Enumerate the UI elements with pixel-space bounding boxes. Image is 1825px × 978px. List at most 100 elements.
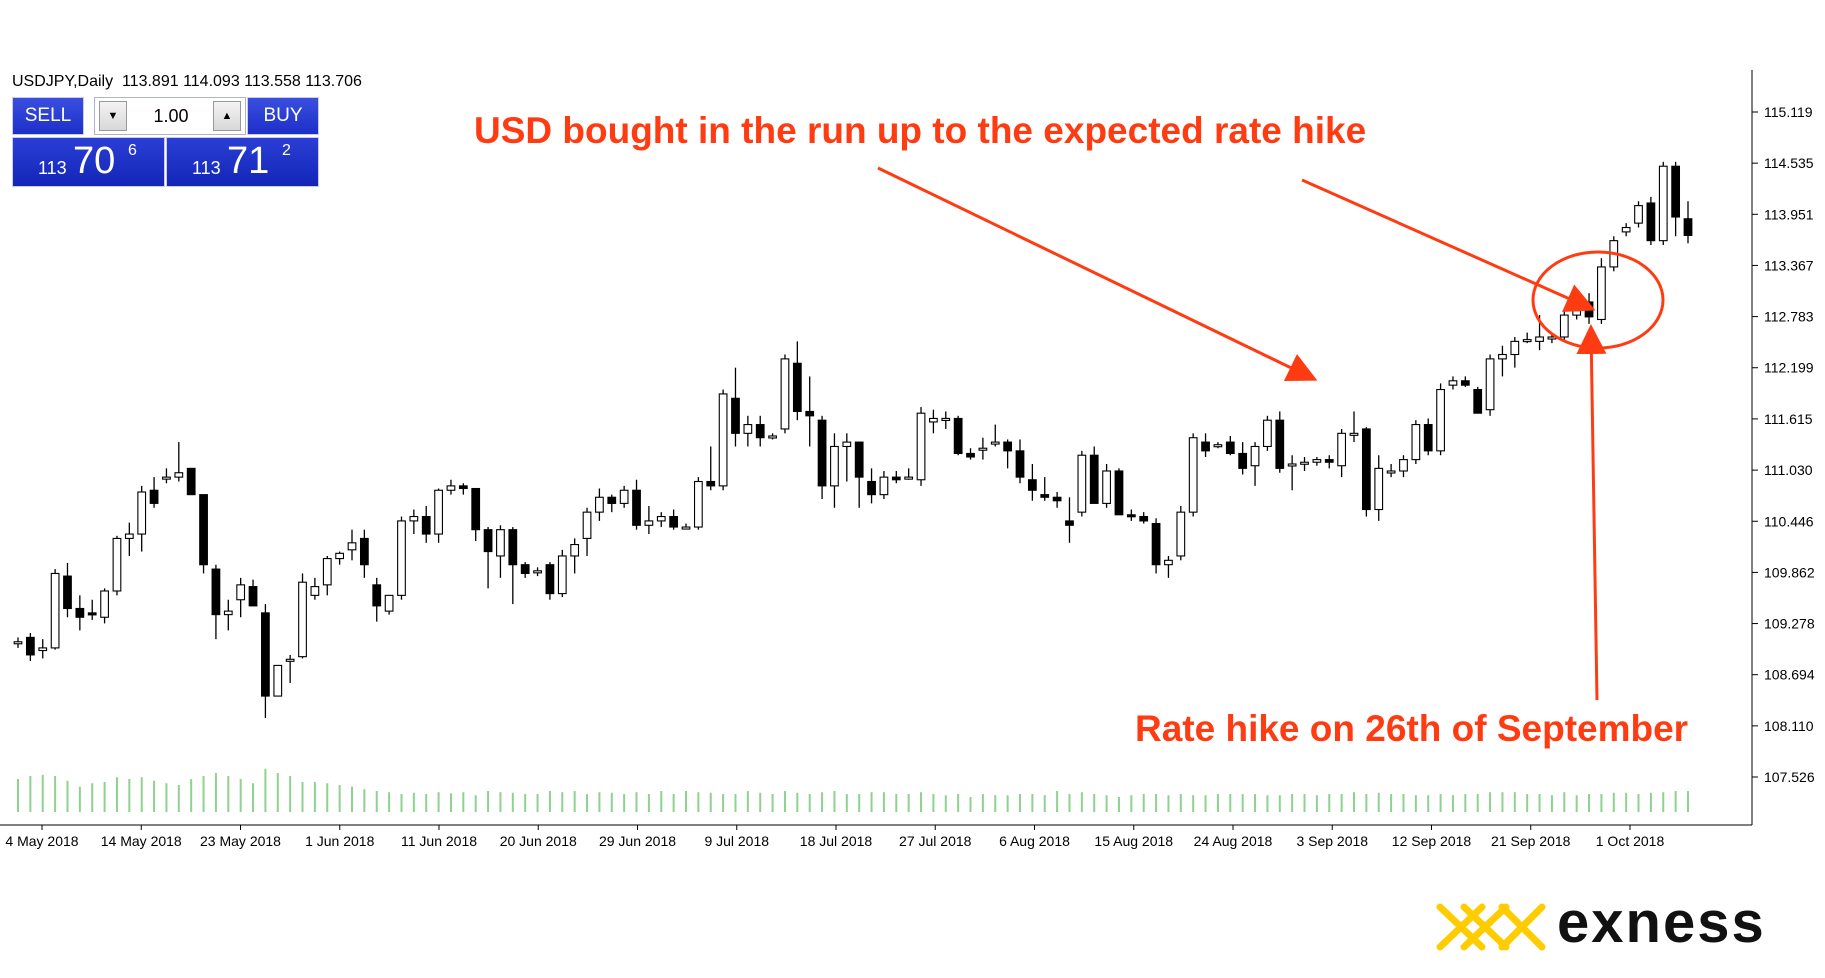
bull-candle	[50, 572, 60, 649]
bull-candle	[409, 515, 419, 522]
bear-candle	[1040, 494, 1050, 498]
bear-candle	[669, 515, 679, 528]
annotation-arrow	[877, 166, 1318, 382]
bull-candle	[1337, 432, 1347, 467]
bear-candle	[1584, 301, 1594, 318]
bull-candle	[273, 664, 283, 697]
bull-candle	[718, 393, 728, 487]
bull-candle	[904, 476, 914, 480]
bull-candle	[1102, 470, 1111, 504]
bear-candle	[372, 584, 382, 607]
bull-candle	[830, 445, 839, 487]
ohlc-values: 113.891 114.093 113.558 113.706	[121, 73, 362, 90]
bear-candle	[1003, 441, 1013, 452]
bull-candle	[1164, 559, 1173, 566]
sell-price-button[interactable]: 113 70 6	[12, 137, 165, 187]
bull-candle	[1510, 340, 1520, 356]
bull-candle	[1634, 205, 1643, 224]
bear-candle	[545, 564, 555, 595]
x-tick-label: 24 Aug 2018	[1194, 833, 1273, 849]
bull-candle	[693, 480, 703, 528]
y-tick-label: 113.951	[1764, 206, 1814, 222]
x-tick-label: 14 May 2018	[101, 833, 182, 849]
bull-candle	[1535, 336, 1544, 342]
bull-candle	[1485, 358, 1495, 411]
bear-candle	[248, 586, 258, 607]
bull-candle	[1213, 444, 1223, 448]
bull-candle	[1312, 459, 1322, 463]
x-tick-label: 21 Sep 2018	[1491, 833, 1571, 849]
x-tick-label: 29 Jun 2018	[599, 833, 676, 849]
bear-candle	[87, 612, 97, 616]
bear-candle	[854, 441, 864, 478]
bull-candle	[124, 533, 134, 539]
bear-candle	[953, 417, 963, 455]
bull-candle	[990, 441, 1000, 445]
bear-candle	[1225, 441, 1235, 455]
x-tick-label: 4 May 2018	[5, 833, 78, 849]
bull-candle	[743, 424, 753, 434]
lot-decrease-button[interactable]: ▼	[99, 101, 127, 131]
bear-candle	[891, 476, 901, 481]
annotation-arrow	[1576, 324, 1607, 701]
bull-candle	[1498, 353, 1507, 360]
bear-candle	[75, 607, 85, 618]
bear-candle	[966, 452, 975, 458]
bear-candle	[706, 480, 716, 487]
bull-candle	[310, 586, 320, 596]
bear-candle	[632, 489, 641, 526]
sell-price-pips: 70	[73, 140, 116, 182]
bear-candle	[1114, 470, 1124, 516]
bull-candle	[100, 590, 109, 618]
bull-candle	[1621, 226, 1631, 233]
x-tick-label: 20 Jun 2018	[500, 833, 577, 849]
x-tick-label: 23 May 2018	[200, 833, 281, 849]
x-tick-label: 27 Jul 2018	[899, 833, 972, 849]
bull-candle	[434, 489, 443, 535]
bear-candle	[805, 410, 815, 417]
bear-candle	[261, 612, 270, 697]
bear-candle	[508, 529, 518, 566]
bull-candle	[916, 412, 926, 481]
exness-logo: exness	[1432, 890, 1802, 955]
bull-candle	[236, 584, 246, 601]
bear-candle	[1015, 450, 1025, 478]
bear-candle	[1361, 428, 1371, 511]
bull-candle	[1448, 380, 1458, 386]
x-tick-label: 1 Jun 2018	[305, 833, 374, 849]
lot-increase-button[interactable]: ▲	[213, 101, 241, 131]
bull-candle	[496, 529, 505, 557]
bull-candle	[347, 542, 357, 551]
bull-candle	[1658, 165, 1668, 242]
bull-candle	[929, 417, 938, 423]
y-tick-label: 115.119	[1764, 104, 1813, 120]
bull-candle	[298, 581, 307, 658]
bull-candle	[533, 570, 542, 574]
bull-candle	[1176, 511, 1186, 557]
bull-candle	[446, 485, 456, 491]
bear-candle	[1324, 459, 1334, 463]
buy-button[interactable]: BUY	[247, 97, 319, 135]
bear-candle	[792, 362, 802, 412]
bear-candle	[1065, 520, 1074, 526]
bull-candle	[1263, 419, 1272, 448]
sell-button[interactable]: SELL	[12, 97, 84, 135]
x-tick-label: 9 Jul 2018	[704, 833, 769, 849]
bear-candle	[1151, 522, 1161, 566]
bull-candle	[1349, 432, 1359, 436]
y-tick-label: 111.615	[1764, 411, 1813, 427]
buy-price-button[interactable]: 113 71 2	[166, 137, 319, 187]
bear-candle	[471, 487, 481, 531]
bull-candle	[879, 476, 889, 496]
x-tick-label: 6 Aug 2018	[999, 833, 1070, 849]
bull-candle	[1436, 388, 1445, 452]
lot-size-input[interactable]: 1.00	[153, 106, 189, 126]
bear-candle	[1139, 515, 1149, 522]
bull-candle	[38, 647, 48, 652]
sell-price-fraction: 6	[128, 142, 137, 159]
x-tick-label: 12 Sep 2018	[1392, 833, 1472, 849]
bear-candle	[1201, 441, 1210, 452]
bull-candle	[322, 558, 332, 586]
bull-candle	[582, 511, 592, 539]
bear-candle	[755, 424, 765, 439]
